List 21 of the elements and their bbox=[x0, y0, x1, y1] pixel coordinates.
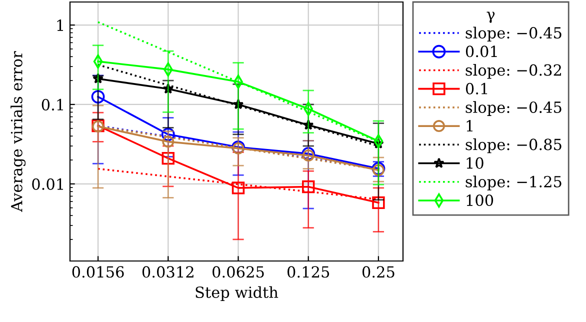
x-axis-title: Step width bbox=[196, 286, 278, 301]
x-tick-label: 0.0625 bbox=[212, 266, 264, 278]
legend-label: slope: −0.85 bbox=[466, 138, 562, 154]
x-tick-label: 0.0312 bbox=[142, 266, 194, 278]
legend-label: 1 bbox=[466, 120, 472, 132]
legend-label: 10 bbox=[466, 157, 484, 169]
legend-label: 0.01 bbox=[466, 46, 497, 58]
y-axis-title: Average virials error bbox=[10, 51, 26, 212]
legend-title: γ bbox=[486, 12, 495, 23]
x-tick-label: 0.125 bbox=[287, 266, 330, 278]
x-tick-label: 0.0156 bbox=[72, 266, 124, 278]
y-tick-label: 0.01 bbox=[32, 178, 63, 190]
legend-label: 100 bbox=[466, 194, 494, 206]
x-tick-label: 0.25 bbox=[362, 266, 394, 278]
legend-label: slope: −0.45 bbox=[466, 101, 562, 116]
legend-label: slope: −0.45 bbox=[466, 26, 562, 42]
legend-label: 0.1 bbox=[466, 82, 488, 94]
legend-label: slope: −1.25 bbox=[466, 176, 562, 190]
y-tick-label: 1 bbox=[57, 20, 63, 31]
legend-label: slope: −0.32 bbox=[466, 64, 562, 79]
y-tick-label: 0.1 bbox=[42, 98, 63, 110]
